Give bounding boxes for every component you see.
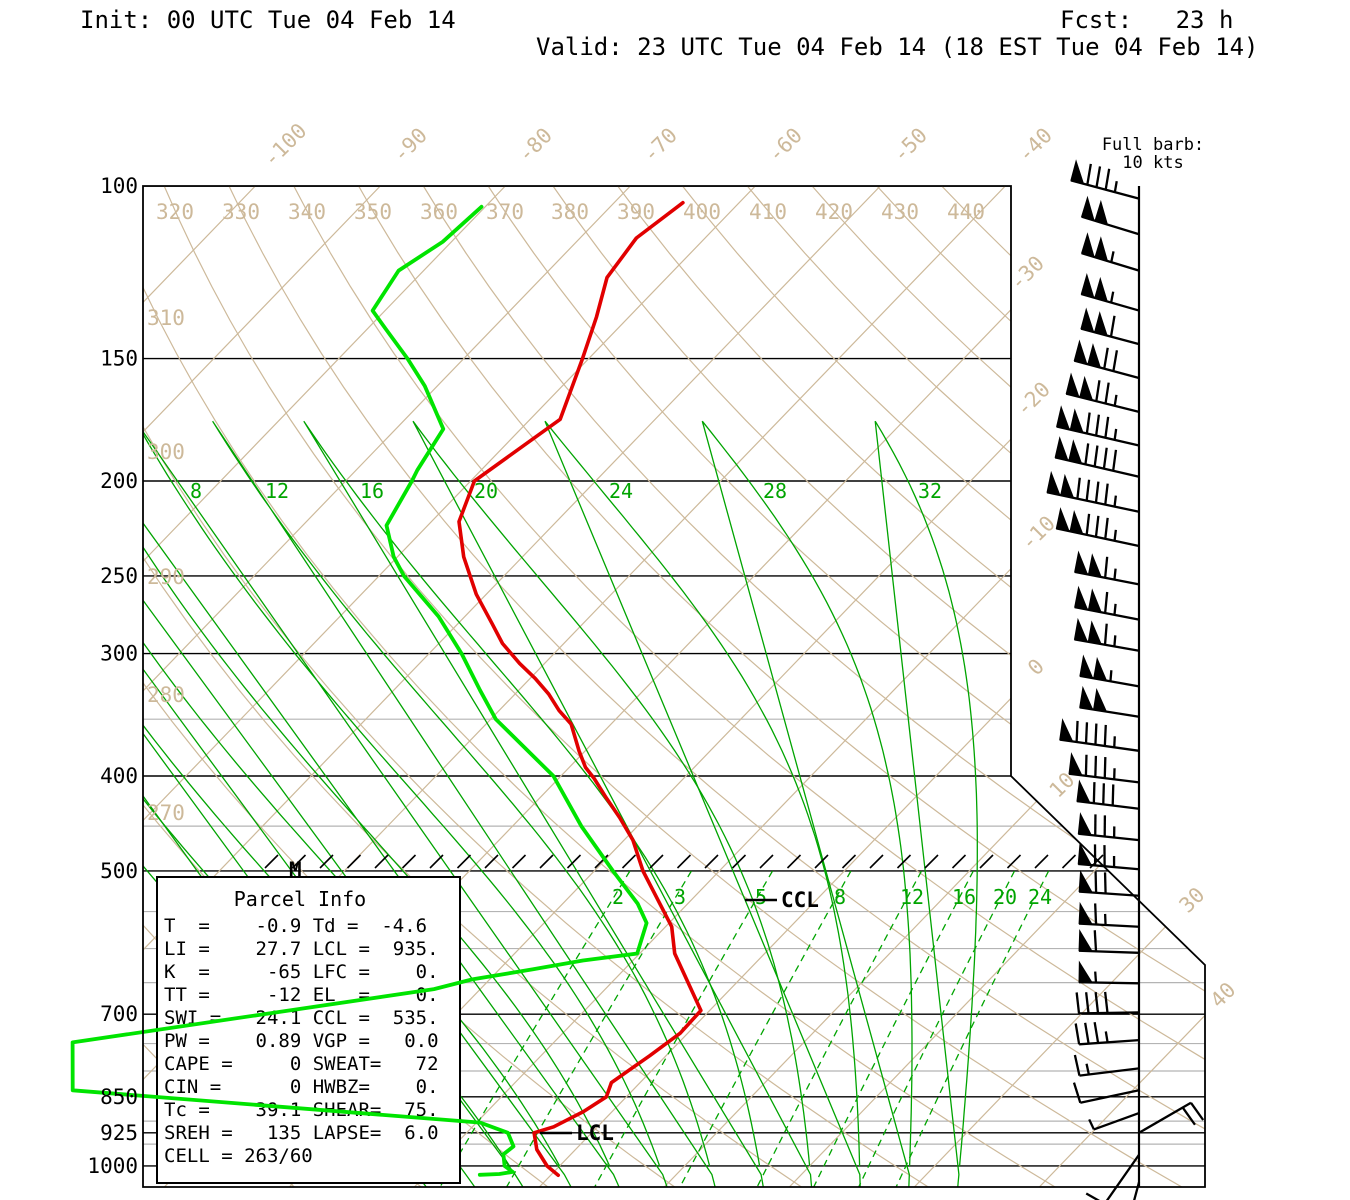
svg-text:20: 20 xyxy=(474,479,498,503)
pressure-axis-labels: 100 150 200 250 300 400 500 700 850 925 1000 xyxy=(87,174,138,1178)
legend-line2: 10 kts xyxy=(1122,153,1184,173)
parcel-info-row: SREH = 135 LAPSE= 6.0 xyxy=(164,1122,439,1144)
svg-text:700: 700 xyxy=(100,1002,138,1026)
svg-text:360: 360 xyxy=(420,200,458,224)
svg-text:16: 16 xyxy=(360,479,384,503)
svg-text:400: 400 xyxy=(100,764,138,788)
svg-text:8: 8 xyxy=(190,479,202,503)
parcel-info-row: T = -0.9 Td = -4.6 xyxy=(164,915,427,937)
svg-text:-70: -70 xyxy=(638,123,682,167)
parcel-info-row: CELL = 263/60 xyxy=(164,1145,313,1167)
valid-time-label: Valid: 23 UTC Tue 04 Feb 14 (18 EST Tue … xyxy=(536,33,1259,61)
svg-text:24: 24 xyxy=(1028,885,1052,909)
svg-text:3: 3 xyxy=(674,885,686,909)
lcl-marker-label: LCL xyxy=(576,1121,614,1145)
svg-text:250: 250 xyxy=(100,564,138,588)
svg-text:12: 12 xyxy=(900,885,924,909)
svg-text:-50: -50 xyxy=(888,123,932,167)
dry-adiabat-labels: 320 330 340 350 360 370 380 390 400 410 420 430 440 3… xyxy=(147,200,985,825)
wind-barb-legend: Full barb: 10 kts xyxy=(1093,136,1213,172)
svg-text:1000: 1000 xyxy=(87,1154,138,1178)
moist-mixing-labels: 8 12 16 20 24 28 32 2 3 5 8 12 16 20 24 xyxy=(190,479,1052,909)
svg-text:-40: -40 xyxy=(1013,123,1057,167)
svg-text:-80: -80 xyxy=(513,123,557,167)
svg-text:16: 16 xyxy=(952,885,976,909)
parcel-info-row: CAPE = 0 SWEAT= 72 xyxy=(164,1053,439,1075)
level-markers: CCL LCL M xyxy=(289,858,819,1145)
svg-text:380: 380 xyxy=(551,200,589,224)
svg-text:310: 310 xyxy=(147,306,185,330)
svg-text:-10: -10 xyxy=(1016,511,1060,555)
temperature-trace xyxy=(457,200,703,1177)
parcel-info-row: LI = 27.7 LCL = 935. xyxy=(164,938,439,960)
svg-text:350: 350 xyxy=(354,200,392,224)
svg-text:20: 20 xyxy=(993,885,1017,909)
svg-text:30: 30 xyxy=(1175,883,1210,918)
svg-text:8: 8 xyxy=(834,885,846,909)
svg-text:-20: -20 xyxy=(1011,377,1055,421)
svg-text:-90: -90 xyxy=(388,123,432,167)
svg-text:410: 410 xyxy=(749,200,787,224)
svg-text:320: 320 xyxy=(156,200,194,224)
svg-text:340: 340 xyxy=(288,200,326,224)
svg-text:150: 150 xyxy=(100,347,138,371)
svg-text:5: 5 xyxy=(755,885,767,909)
parcel-info-row: SWI = 24.1 CCL = 535. xyxy=(164,1007,439,1029)
plot-frame xyxy=(142,185,1206,1188)
svg-text:925: 925 xyxy=(100,1121,138,1145)
svg-text:390: 390 xyxy=(617,200,655,224)
svg-text:500: 500 xyxy=(100,859,138,883)
isotherm-labels-top: -100 -90 -80 -70 -60 -50 -40 xyxy=(259,119,1057,172)
parcel-info-row: TT = -12 EL = 0. xyxy=(164,984,439,1006)
svg-text:0: 0 xyxy=(1023,654,1049,680)
svg-text:-100: -100 xyxy=(259,119,312,172)
legend-line1: Full barb: xyxy=(1101,135,1205,155)
ccl-marker-label: CCL xyxy=(781,888,819,912)
svg-text:24: 24 xyxy=(609,479,633,503)
parcel-info-row: CIN = 0 HWBZ= 0. xyxy=(164,1076,439,1098)
svg-text:370: 370 xyxy=(486,200,524,224)
svg-text:40: 40 xyxy=(1206,978,1241,1013)
svg-text:420: 420 xyxy=(815,200,853,224)
parcel-info-row: PW = 0.89 VGP = 0.0 xyxy=(164,1030,439,1052)
svg-text:12: 12 xyxy=(265,479,289,503)
svg-text:300: 300 xyxy=(147,440,185,464)
m-marker-label: M xyxy=(289,858,302,882)
parcel-info-title: Parcel Info xyxy=(234,887,366,911)
init-time-label: Init: 00 UTC Tue 04 Feb 14 xyxy=(80,6,456,34)
svg-text:28: 28 xyxy=(763,479,787,503)
parcel-info-box: Parcel Info T = -0.9 Td = -4.6LI = 27.7 L… xyxy=(156,876,461,1184)
svg-text:430: 430 xyxy=(881,200,919,224)
svg-text:290: 290 xyxy=(147,565,185,589)
svg-text:200: 200 xyxy=(100,469,138,493)
svg-text:100: 100 xyxy=(100,174,138,198)
svg-text:-60: -60 xyxy=(763,123,807,167)
svg-text:400: 400 xyxy=(683,200,721,224)
svg-text:280: 280 xyxy=(147,683,185,707)
svg-text:850: 850 xyxy=(100,1085,138,1109)
svg-text:2: 2 xyxy=(612,885,624,909)
forecast-hour-label: Fcst: 23 h xyxy=(1060,6,1234,34)
svg-text:270: 270 xyxy=(147,801,185,825)
parcel-info-row: K = -65 LFC = 0. xyxy=(164,961,439,983)
svg-text:440: 440 xyxy=(947,200,985,224)
dewpoint-trace xyxy=(70,204,649,1177)
svg-text:300: 300 xyxy=(100,642,138,666)
wind-barbs xyxy=(1046,159,1205,1200)
svg-text:330: 330 xyxy=(222,200,260,224)
svg-text:32: 32 xyxy=(918,479,942,503)
